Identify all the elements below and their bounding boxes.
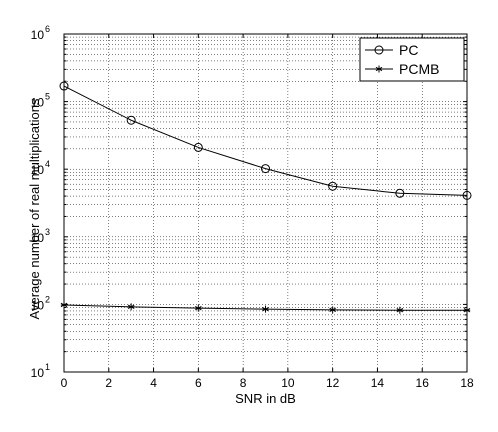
- data-point: [261, 164, 270, 174]
- legend-label: PCMB: [399, 61, 439, 77]
- y-tick-exponent: 2: [45, 294, 50, 304]
- data-point: [195, 304, 202, 312]
- x-tick-label: 10: [281, 376, 295, 390]
- series-line: [63, 85, 468, 196]
- grid: [64, 34, 467, 372]
- x-tick-label: 0: [61, 376, 68, 390]
- legend-items: PC PCMB: [365, 42, 439, 77]
- x-tick-label: 18: [460, 376, 474, 390]
- y-tick-label: 10 1: [31, 362, 50, 380]
- y-tick-exponent: 5: [45, 92, 50, 102]
- ticks: [63, 34, 468, 373]
- y-tick-base: 10: [31, 231, 45, 245]
- x-tick-label: 14: [371, 376, 385, 390]
- legend-item-pc: PC: [365, 42, 418, 58]
- x-tick-label: 4: [150, 376, 157, 390]
- y-tick-label: 10 4: [31, 159, 50, 177]
- y-tick-base: 10: [31, 28, 45, 42]
- data-point: [127, 303, 135, 311]
- legend: PC PCMB: [359, 37, 465, 82]
- plot-frame: [63, 33, 468, 373]
- data-point: [329, 306, 336, 314]
- x-tick-label: 8: [240, 376, 247, 390]
- data-point: [262, 305, 269, 313]
- data-point: [193, 142, 203, 152]
- y-axis-title: Average number of real multiplications: [27, 98, 42, 319]
- y-tick-label: 10 5: [31, 92, 50, 110]
- data-point: [396, 306, 404, 314]
- y-tick-label: 10 2: [31, 294, 50, 312]
- legend-marker: [374, 45, 384, 55]
- x-tick-label: 2: [105, 376, 112, 390]
- y-tick-exponent: 1: [45, 362, 50, 372]
- y-tick-label: 10 6: [31, 24, 50, 42]
- x-axis-title: SNR in dB: [235, 391, 296, 406]
- series-layer: [59, 81, 472, 314]
- x-tick-label: 6: [195, 376, 202, 390]
- y-tick-exponent: 3: [45, 227, 50, 237]
- y-tick-exponent: 4: [45, 159, 50, 169]
- x-tick-label: 12: [326, 376, 340, 390]
- data-point: [126, 115, 136, 125]
- y-tick-base: 10: [31, 96, 45, 110]
- y-tick-base: 10: [31, 163, 45, 177]
- y-tick-base: 10: [31, 298, 45, 312]
- x-tick-label: 16: [416, 376, 430, 390]
- legend-item-pcmb: PCMB: [365, 61, 439, 77]
- y-tick-label: 10 3: [31, 227, 50, 245]
- y-tick-base: 10: [31, 366, 45, 380]
- y-tick-exponent: 6: [45, 24, 50, 34]
- data-point: [328, 181, 338, 191]
- legend-box: [359, 37, 465, 82]
- data-point: [395, 188, 405, 198]
- legend-marker: [375, 65, 383, 73]
- series-pcmb: [60, 301, 471, 314]
- legend-label: PC: [399, 42, 418, 58]
